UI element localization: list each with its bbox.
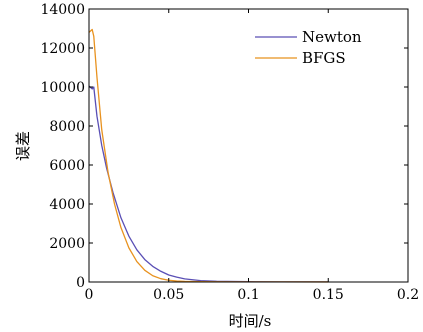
x-tick-label: 0.05 <box>153 287 184 303</box>
y-tick-label: 4000 <box>49 197 85 213</box>
axes-frame <box>88 8 409 283</box>
y-tick-label: 0 <box>76 275 85 291</box>
x-tick-label: 0.15 <box>313 287 344 303</box>
y-tick-label: 14000 <box>40 2 85 18</box>
y-tick-label: 8000 <box>49 119 85 135</box>
x-tick-label: 0.1 <box>237 287 259 303</box>
y-tick-label: 12000 <box>40 41 85 57</box>
x-tick-label: 0.2 <box>397 287 419 303</box>
y-axis-label: 误差 <box>14 131 32 161</box>
series-line-newton <box>88 85 329 283</box>
legend: Newton BFGS <box>255 28 362 67</box>
series-line-bfgs <box>88 28 329 283</box>
x-tick-label: 0 <box>85 287 94 303</box>
legend-label-newton: Newton <box>302 28 362 46</box>
x-axis-label: 时间/s <box>229 312 272 330</box>
y-tick-label: 10000 <box>40 80 85 96</box>
plot-area <box>88 28 329 283</box>
y-tick-label: 2000 <box>49 236 85 252</box>
legend-label-bfgs: BFGS <box>302 49 346 67</box>
axes: 0 0.05 0.1 0.15 0.2 0 2000 4000 6000 8000 10000 120… <box>40 2 419 303</box>
y-tick-label: 6000 <box>49 158 85 174</box>
